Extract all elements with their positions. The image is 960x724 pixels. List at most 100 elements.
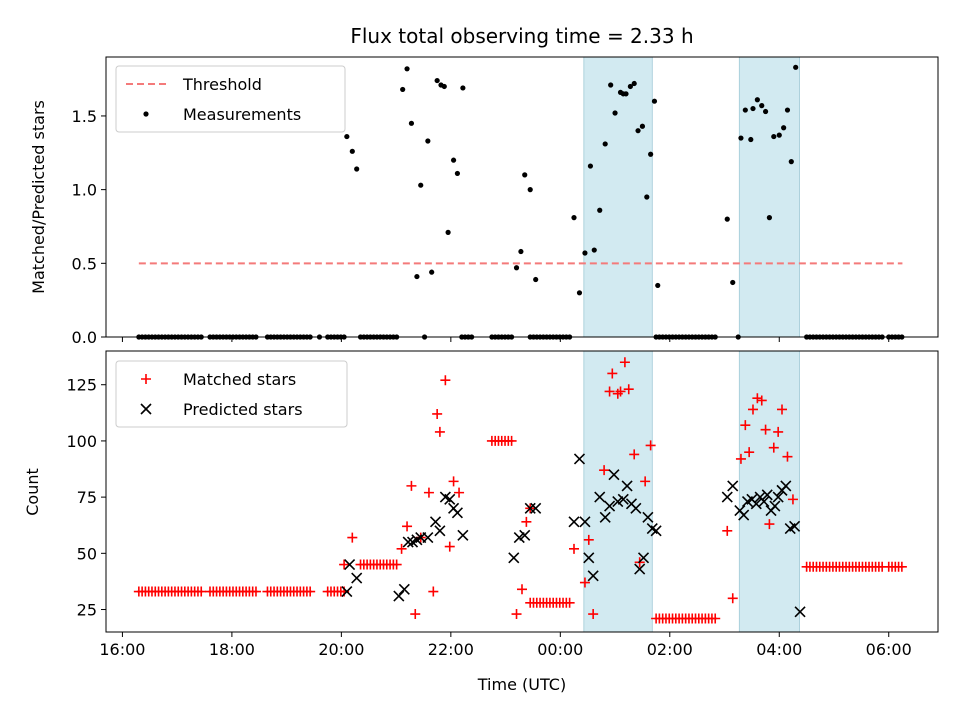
predicted-star-point — [344, 558, 356, 571]
predicted-star-point — [650, 525, 662, 537]
measurement-point — [602, 141, 608, 147]
predicted-star-point — [780, 480, 792, 492]
matched-star-point — [747, 404, 758, 415]
matched-star-point — [434, 426, 445, 437]
matched-star-point — [599, 465, 610, 476]
matched-star-point — [444, 541, 455, 552]
predicted-star-point — [727, 480, 739, 492]
predicted-star-point — [524, 502, 536, 514]
x-tick-label: 18:00 — [209, 640, 255, 659]
predicted-star-point — [621, 480, 633, 492]
predicted-star-point — [583, 552, 595, 564]
predicted-star-point — [794, 606, 806, 618]
matched-star-point — [735, 453, 746, 464]
bottom-legend: Matched stars Predicted stars — [115, 360, 348, 428]
measurement-point — [738, 135, 744, 141]
figure-title: Flux total observing time = 2.33 h — [350, 24, 693, 48]
matched-star-point — [347, 532, 358, 543]
matched-star-point — [448, 476, 459, 487]
predicted-star-point — [750, 498, 762, 510]
measurement-point — [404, 66, 410, 72]
x-axis-label: Time (UTC) — [477, 675, 566, 694]
measurement-point — [522, 172, 528, 178]
measurement-point — [899, 334, 905, 340]
x-tick-label: 20:00 — [318, 640, 364, 659]
measurement-point — [879, 334, 885, 340]
measurement-point — [394, 334, 400, 340]
measurement-point — [784, 107, 791, 113]
bottom-y-axis-label: Count — [23, 468, 42, 516]
matched-star-point — [402, 521, 413, 532]
measurement-point — [253, 334, 259, 340]
matched-star-point — [391, 559, 402, 570]
measurement-point — [644, 194, 650, 200]
measurement-point — [748, 136, 754, 143]
predicted-star-point — [769, 500, 781, 512]
predicted-star-point — [568, 516, 580, 528]
measurement-point — [591, 247, 597, 253]
matched-star-point — [727, 593, 738, 604]
measurement-point — [776, 132, 782, 138]
y-tick-label: 0.5 — [72, 254, 97, 273]
bottom-axes: 16:00 18:00 20:00 22:00 00:00 02:00 04:00 06:00… — [66, 350, 939, 659]
measurement-point — [567, 334, 573, 340]
matched-star-point — [764, 519, 775, 530]
matched-star-point — [629, 449, 640, 460]
matched-star-point — [760, 424, 771, 435]
legend-box — [115, 360, 348, 428]
y-tick-label: 1.5 — [72, 107, 97, 126]
measurement-point — [762, 108, 769, 115]
measurement-point — [724, 216, 730, 222]
measurement-point — [793, 64, 799, 70]
predicted-star-point — [761, 489, 773, 501]
predicted-star-point — [758, 496, 770, 508]
measurement-point — [582, 250, 588, 256]
y-tick-label: 1.0 — [72, 181, 97, 200]
predicted-star-point — [789, 520, 801, 532]
x-tick-label: 00:00 — [537, 640, 583, 659]
predicted-star-point — [573, 453, 586, 465]
predicted-star-point — [608, 469, 620, 481]
predicted-star-point — [402, 536, 414, 548]
predicted-star-point — [642, 511, 654, 523]
matched-star-point — [440, 375, 451, 386]
matched-star-point — [623, 384, 634, 395]
predicted-star-point — [434, 525, 446, 537]
matched-star-point — [744, 447, 755, 458]
matched-star-point — [588, 609, 599, 620]
y-tick-label: 100 — [66, 432, 97, 451]
matched-star-point — [640, 476, 651, 487]
measurement-point — [781, 125, 787, 131]
matched-star-point — [773, 426, 784, 437]
shaded-interval-1 — [738, 56, 800, 338]
predicted-star-point — [617, 493, 629, 505]
matched-star-point — [521, 516, 532, 527]
matched-star-point — [896, 561, 907, 572]
measurement-point — [608, 82, 614, 88]
predicted-star-point — [398, 583, 410, 595]
measurement-point — [571, 215, 577, 221]
measurement-point — [400, 86, 406, 93]
matched-star-point — [517, 584, 527, 595]
measurement-point — [445, 229, 451, 235]
measurement-point — [533, 276, 539, 283]
measurement-point — [730, 279, 736, 286]
measurement-point — [450, 157, 457, 163]
measurement-point — [627, 83, 633, 90]
measurement-point — [198, 334, 204, 340]
matched-star-point — [196, 586, 207, 597]
matched-star-point — [250, 586, 261, 597]
predicted-star-point — [451, 507, 463, 519]
top-y-axis-label: Matched/Predicted stars — [29, 100, 48, 294]
predicted-star-point — [721, 491, 733, 503]
matched-star-point — [740, 420, 751, 431]
legend-predicted-swatch — [140, 403, 152, 415]
measurement-point — [631, 80, 637, 87]
x-tick-label: 06:00 — [866, 640, 912, 659]
measurement-point — [408, 120, 415, 126]
legend-threshold-label: Threshold — [182, 75, 262, 94]
predicted-star-point — [634, 563, 646, 575]
measurement-point — [648, 151, 654, 157]
matched-star-point — [432, 408, 443, 419]
